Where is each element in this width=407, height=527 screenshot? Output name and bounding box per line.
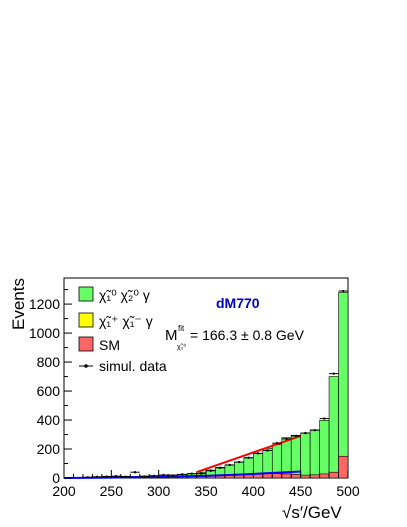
data-point-marker [294,434,298,438]
data-point-marker [323,417,326,420]
data-point-marker [247,456,250,459]
data-point-marker [209,469,212,472]
axis-ticks: 200 250 300 350 400 450 5000200400600800100012… [29,289,360,499]
data-point-marker [105,475,108,478]
bar-chi1-chi2 [328,376,339,479]
fit-sup: fit [178,324,185,333]
bar-sm [338,455,349,479]
fit-sub: χ̃₂⁰ [177,343,186,351]
data-point-marker [162,473,165,477]
legend-swatch-sm [78,336,94,352]
legend: χ̃₁⁰ χ̃₂⁰ γ χ̃₁⁺ χ̃₁⁻ γ SM simul. data [78,286,167,374]
bar-sm [328,471,339,479]
fit-line [196,435,301,474]
data-point-marker [200,472,203,475]
data-point-marker [342,289,345,293]
data-point-marker [152,474,156,478]
x-tick-label: 250 [100,483,124,499]
blue-curve [63,470,301,479]
x-tick-label: 400 [242,483,266,499]
data-point-marker [95,475,99,479]
bar-chi1-chi2 [300,432,311,479]
bar-sm [309,474,320,479]
data-point-marker [285,437,288,441]
data-point-marker [219,466,222,470]
y-tick-label: 400 [37,412,61,428]
x-tick-label: 300 [147,483,171,499]
fit-value: = 166.3 ± 0.8 GeV [190,327,305,343]
bar-sm [281,473,292,479]
x-tick-label: 200 [52,483,76,499]
legend-marker-data-dot [84,364,88,368]
data-point-marker [124,475,127,479]
bar-sm [300,474,311,479]
y-tick-label: 200 [37,441,61,457]
data-point-marker [114,475,118,478]
data-point-marker [190,472,193,475]
y-tick-label: 1200 [29,296,60,312]
data-point-marker [256,452,260,455]
y-tick-label: 800 [37,354,61,370]
x-tick-label: 500 [336,483,360,499]
data-point-marker [86,476,89,479]
data-point-marker [313,428,317,432]
x-tick-label: 450 [289,483,313,499]
legend-swatch-chargino [78,312,94,328]
data-point-marker [332,372,335,375]
x-tick-label: 350 [194,483,218,499]
sample-tag: dM770 [216,295,260,311]
data-point-marker [133,471,137,474]
legend-label-chargino: χ̃₁⁺ χ̃₁⁻ γ [99,313,153,329]
bar-sm [271,473,283,479]
data-point-marker [275,442,279,445]
data-point-marker [304,431,307,435]
data-points [82,289,348,479]
y-tick-label: 600 [37,383,61,399]
legend-label-sm: SM [99,337,120,353]
bar-sm [290,474,301,479]
data-point-marker [237,460,241,464]
data-point-marker [171,474,175,478]
y-tick-label: 1000 [29,325,60,341]
data-point-marker [266,449,269,452]
y-tick-label: 0 [52,470,60,486]
legend-label-chi1-chi2: χ̃₁⁰ χ̃₂⁰ γ [99,287,150,303]
x-axis-label: √s′/GeV [282,503,342,522]
bar-chi1-chi2 [338,292,349,479]
data-point-marker [143,475,146,478]
data-point-marker [181,473,184,476]
bar-chi1-chi2 [309,429,320,479]
y-axis-label: Events [9,278,28,330]
legend-swatch-chi1-chi2 [78,286,94,302]
fit-symbol: M [165,327,178,344]
data-point-marker [228,463,231,467]
bar-chi1-chi2 [319,420,330,479]
legend-label-data: simul. data [99,358,167,374]
bar-sm [319,473,330,479]
